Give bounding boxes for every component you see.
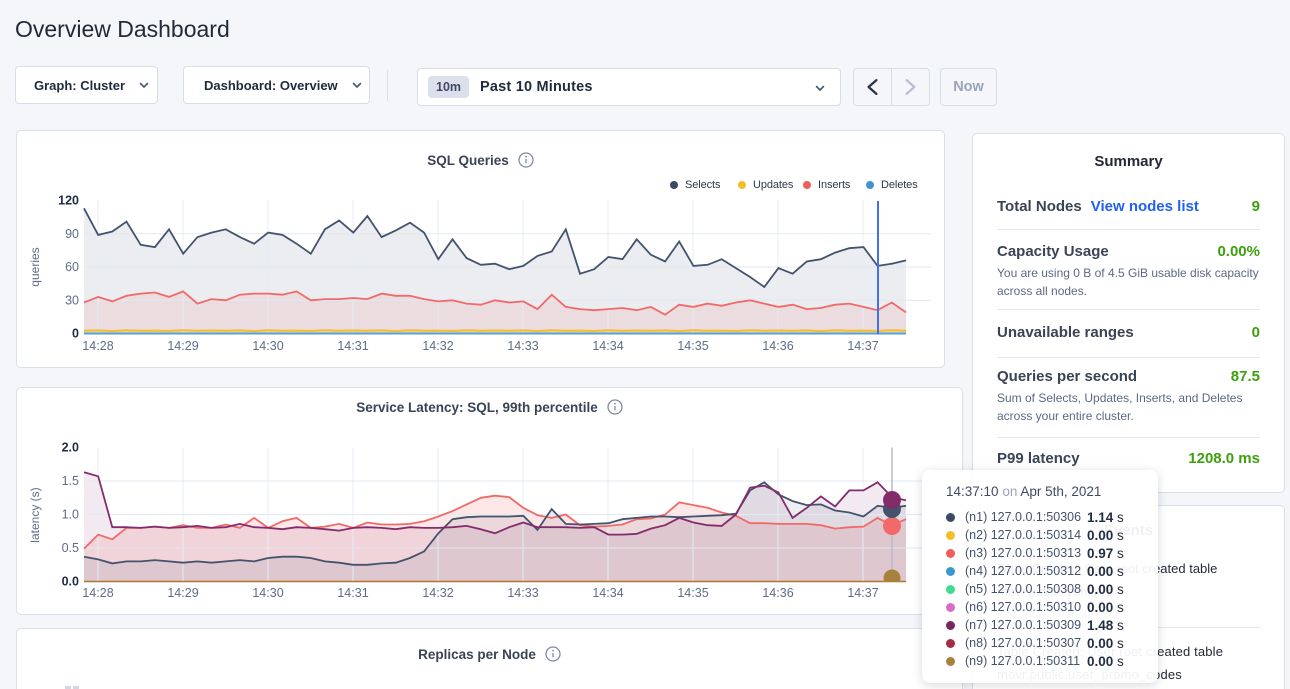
- svg-text:0: 0: [72, 327, 79, 341]
- svg-text:14:28: 14:28: [82, 339, 113, 353]
- svg-text:14:34: 14:34: [592, 586, 623, 600]
- svg-text:120: 120: [58, 194, 79, 208]
- svg-text:14:29: 14:29: [167, 339, 198, 353]
- svg-text:1.5: 1.5: [62, 474, 79, 488]
- svg-text:0.0: 0.0: [62, 575, 79, 589]
- svg-text:1.0: 1.0: [62, 508, 79, 522]
- svg-text:14:36: 14:36: [762, 586, 793, 600]
- svg-text:queries: queries: [28, 247, 42, 286]
- svg-text:14:33: 14:33: [507, 339, 538, 353]
- svg-text:60: 60: [65, 260, 79, 274]
- svg-text:14:31: 14:31: [337, 339, 368, 353]
- svg-text:14:34: 14:34: [592, 339, 623, 353]
- svg-text:2.0: 2.0: [62, 441, 79, 455]
- svg-text:14:28: 14:28: [82, 586, 113, 600]
- svg-text:14:31: 14:31: [337, 586, 368, 600]
- svg-text:14:33: 14:33: [507, 586, 538, 600]
- svg-text:latency (s): latency (s): [28, 487, 42, 542]
- svg-text:14:35: 14:35: [677, 586, 708, 600]
- svg-text:14:29: 14:29: [167, 586, 198, 600]
- svg-text:90: 90: [65, 227, 79, 241]
- svg-text:14:37: 14:37: [847, 339, 878, 353]
- svg-text:14:30: 14:30: [252, 339, 283, 353]
- svg-text:14:32: 14:32: [422, 586, 453, 600]
- svg-text:14:30: 14:30: [252, 586, 283, 600]
- svg-text:30: 30: [65, 294, 79, 308]
- svg-text:14:35: 14:35: [677, 339, 708, 353]
- svg-text:14:32: 14:32: [422, 339, 453, 353]
- svg-text:14:36: 14:36: [762, 339, 793, 353]
- svg-text:14:37: 14:37: [847, 586, 878, 600]
- svg-text:0.5: 0.5: [62, 541, 79, 555]
